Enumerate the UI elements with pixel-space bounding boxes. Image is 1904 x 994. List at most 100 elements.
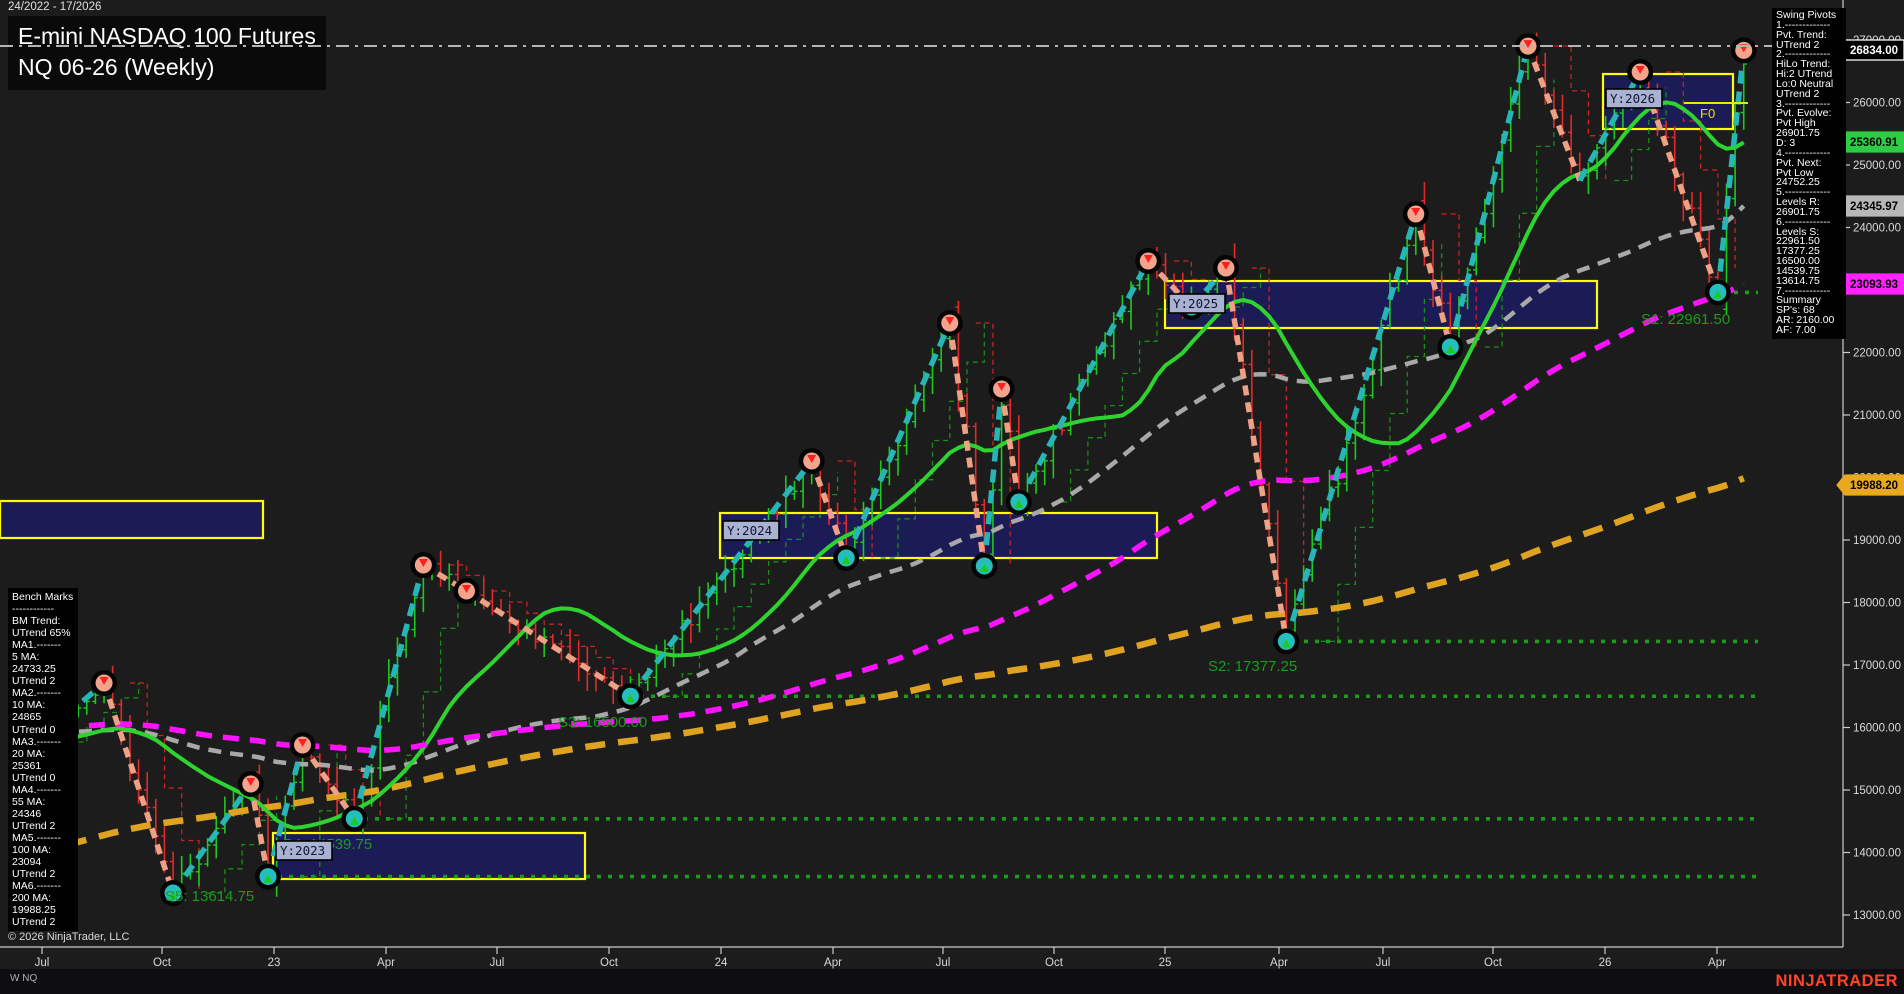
swing-pivots-line: 22961.50	[1776, 235, 1820, 248]
swing-pivots-line: UTrend 2	[1776, 38, 1820, 51]
y-axis-label[interactable]: 13000.00	[1853, 910, 1901, 922]
x-axis-label[interactable]: Oct	[1045, 957, 1064, 969]
swing-line-down	[998, 388, 1022, 503]
bench-marks-line: MA6.-------	[12, 880, 61, 893]
y-axis-label[interactable]: 26000.00	[1853, 98, 1901, 110]
bench-marks-line: UTrend 2	[12, 916, 56, 929]
trail-steps-up	[388, 565, 459, 820]
pivot-up-triangle-icon	[1713, 290, 1723, 299]
swing-pivots-line: SP's: 68	[1776, 304, 1815, 317]
trail-steps-down	[975, 322, 1011, 566]
swing-pivots-line: Hi:2 UTrend	[1776, 68, 1833, 81]
x-axis-label[interactable]: Jul	[936, 957, 951, 969]
trail-steps-up	[1320, 242, 1443, 643]
pivot-down-triangle-icon	[298, 739, 308, 747]
swing-pivots-line: AF: 7.00	[1776, 324, 1816, 336]
trail-steps-up	[302, 745, 338, 878]
price-badge-value: 24345.97	[1850, 201, 1898, 213]
swing-pivots-line: 2.-------------	[1776, 48, 1831, 61]
ma-200-line	[34, 475, 1745, 857]
trail-steps-up	[207, 796, 278, 894]
x-axis-label[interactable]: 24	[715, 957, 728, 969]
pivot-down-triangle-icon	[1143, 255, 1153, 263]
trail-steps-up	[1225, 268, 1262, 308]
swing-pivots-line: Pvt High	[1776, 117, 1816, 130]
trail-steps-down	[492, 590, 649, 691]
trail-steps-up	[1053, 277, 1175, 503]
swing-pivots-line: Pvt. Next:	[1776, 156, 1822, 169]
bench-marks-line: 5 MA:	[12, 651, 40, 664]
swing-pivots-line: 7.-------------	[1776, 284, 1831, 297]
ma-55-line	[34, 204, 1746, 773]
pivot-up-triangle-icon	[349, 816, 359, 825]
y-axis-label[interactable]: 15000.00	[1853, 785, 1901, 797]
swing-line-down	[1525, 45, 1583, 182]
bench-marks-line: 200 MA:	[12, 892, 52, 905]
instrument-name: E-mini NASDAQ 100 Futures	[18, 23, 316, 49]
swing-pivots-line: 3.-------------	[1776, 97, 1831, 110]
y-axis-label[interactable]: 17000.00	[1853, 660, 1901, 672]
f0-label: F0	[1700, 106, 1715, 121]
bench-marks-line: BM Trend:	[12, 615, 61, 628]
ninjatrader-logo: NINJATRADER	[1775, 972, 1898, 990]
pivot-up-triangle-icon	[625, 694, 635, 703]
y-axis-label[interactable]: 25000.00	[1853, 160, 1901, 172]
pivot-up-triangle-icon	[168, 891, 178, 899]
swing-pivots-line: 16500.00	[1776, 255, 1820, 268]
trail-steps-down	[1441, 213, 1477, 347]
year-chip	[722, 520, 780, 541]
swing-line-up	[170, 782, 253, 895]
swing-pivots-line: Swing Pivots	[1776, 9, 1837, 21]
pivot-up-triangle-icon	[841, 556, 851, 564]
pivot-down-triangle-icon	[1221, 262, 1231, 270]
swing-line-down	[809, 460, 849, 559]
pivot-down-triangle-icon	[945, 317, 955, 325]
x-axis-label[interactable]: 25	[1159, 957, 1172, 969]
x-axis-label[interactable]: Oct	[1484, 957, 1503, 969]
trail-steps-up	[69, 683, 140, 743]
bench-marks-line: 55 MA:	[12, 795, 46, 808]
bench-marks-line: UTrend 0	[12, 723, 56, 736]
pivot-down-triangle-icon	[1635, 66, 1645, 74]
y-axis-label[interactable]: 19000.00	[1853, 535, 1901, 547]
pivot-up-triangle-icon	[1281, 639, 1291, 648]
year-chip-label: Y:2025	[1173, 296, 1218, 311]
trail-steps-up	[665, 472, 839, 697]
instrument-title: E-mini NASDAQ 100 Futures NQ 06-26 (Week…	[8, 16, 326, 90]
x-axis-label[interactable]: Jul	[490, 957, 505, 969]
pivot-up-triangle-icon	[263, 874, 273, 883]
y-axis-label[interactable]: 16000.00	[1853, 723, 1901, 735]
swing-line-down	[300, 743, 357, 821]
y-axis-label[interactable]: 24000.00	[1853, 223, 1901, 235]
x-axis-label[interactable]: 23	[268, 957, 281, 969]
x-axis-label[interactable]: Oct	[600, 957, 619, 969]
swing-pivots-line: 14539.75	[1776, 264, 1820, 277]
x-axis-label[interactable]: Apr	[1708, 957, 1726, 969]
y-axis-label[interactable]: 21000.00	[1853, 410, 1901, 422]
y-axis-label[interactable]: 14000.00	[1853, 848, 1901, 860]
x-axis-label[interactable]: Apr	[824, 957, 842, 969]
x-axis-label[interactable]: Apr	[1270, 957, 1288, 969]
series-tab[interactable]: W NQ	[10, 973, 38, 984]
year-chip-label: Y:2024	[727, 523, 772, 538]
swing-pivots-line: Pvt Low	[1776, 166, 1814, 179]
price-badge-value: 25360.91	[1850, 137, 1899, 149]
y-axis-label[interactable]: 22000.00	[1853, 348, 1901, 360]
swing-pivots-panel: Swing Pivots 1.------------- Pvt. Trend: UT…	[1772, 8, 1846, 339]
swing-pivots-line: Summary	[1776, 294, 1821, 307]
swing-pivots-line: Lo:0 Neutral	[1776, 77, 1834, 90]
x-axis-label[interactable]: 26	[1599, 957, 1612, 969]
year-range-box	[718, 511, 1159, 560]
x-axis-label[interactable]: Oct	[153, 957, 172, 969]
x-axis-label[interactable]: Apr	[377, 957, 395, 969]
y-axis-label[interactable]: 18000.00	[1853, 598, 1901, 610]
year-chip-label: Y:2023	[280, 843, 325, 858]
trail-steps-down	[129, 682, 200, 893]
ma-20-line	[34, 100, 1745, 830]
x-axis-label[interactable]: Jul	[35, 957, 50, 969]
x-axis-label[interactable]: Jul	[1376, 957, 1391, 969]
support-label-S2: S2: 17377.25	[1208, 658, 1297, 675]
pivot-up-triangle-icon	[979, 564, 989, 572]
